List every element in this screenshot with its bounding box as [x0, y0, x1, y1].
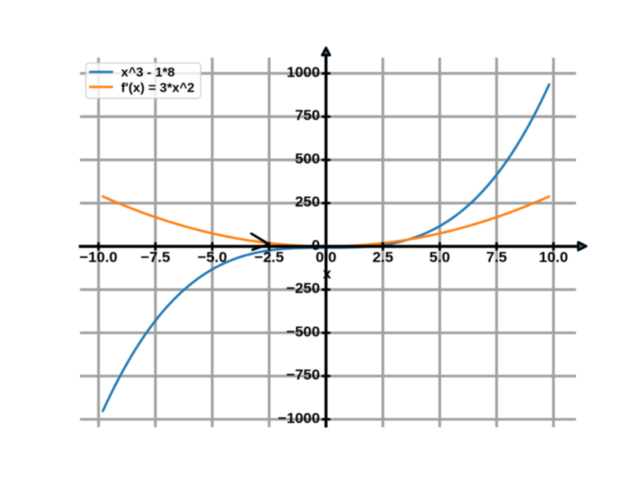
svg-text:x^3 - 1*8: x^3 - 1*8: [121, 65, 175, 80]
svg-text:10.0: 10.0: [539, 249, 568, 266]
svg-text:−5.0: −5.0: [197, 249, 227, 266]
svg-text:−250: −250: [286, 280, 320, 297]
svg-text:x: x: [323, 265, 332, 282]
svg-text:750: 750: [295, 107, 320, 124]
svg-text:f'(x) = 3*x^2: f'(x) = 3*x^2: [121, 80, 195, 95]
svg-text:2.5: 2.5: [372, 249, 393, 266]
svg-text:−2.5: −2.5: [254, 249, 284, 266]
svg-text:250: 250: [295, 194, 320, 211]
svg-text:0.0: 0.0: [316, 249, 337, 266]
svg-text:−7.5: −7.5: [141, 249, 171, 266]
svg-text:7.5: 7.5: [486, 249, 507, 266]
svg-text:1000: 1000: [287, 64, 320, 81]
svg-text:5.0: 5.0: [429, 249, 450, 266]
svg-text:0: 0: [312, 237, 320, 254]
svg-text:−750: −750: [286, 367, 320, 384]
svg-text:−10.0: −10.0: [80, 249, 118, 266]
svg-text:−1000: −1000: [278, 410, 320, 427]
svg-text:−500: −500: [286, 323, 320, 340]
svg-text:500: 500: [295, 150, 320, 167]
